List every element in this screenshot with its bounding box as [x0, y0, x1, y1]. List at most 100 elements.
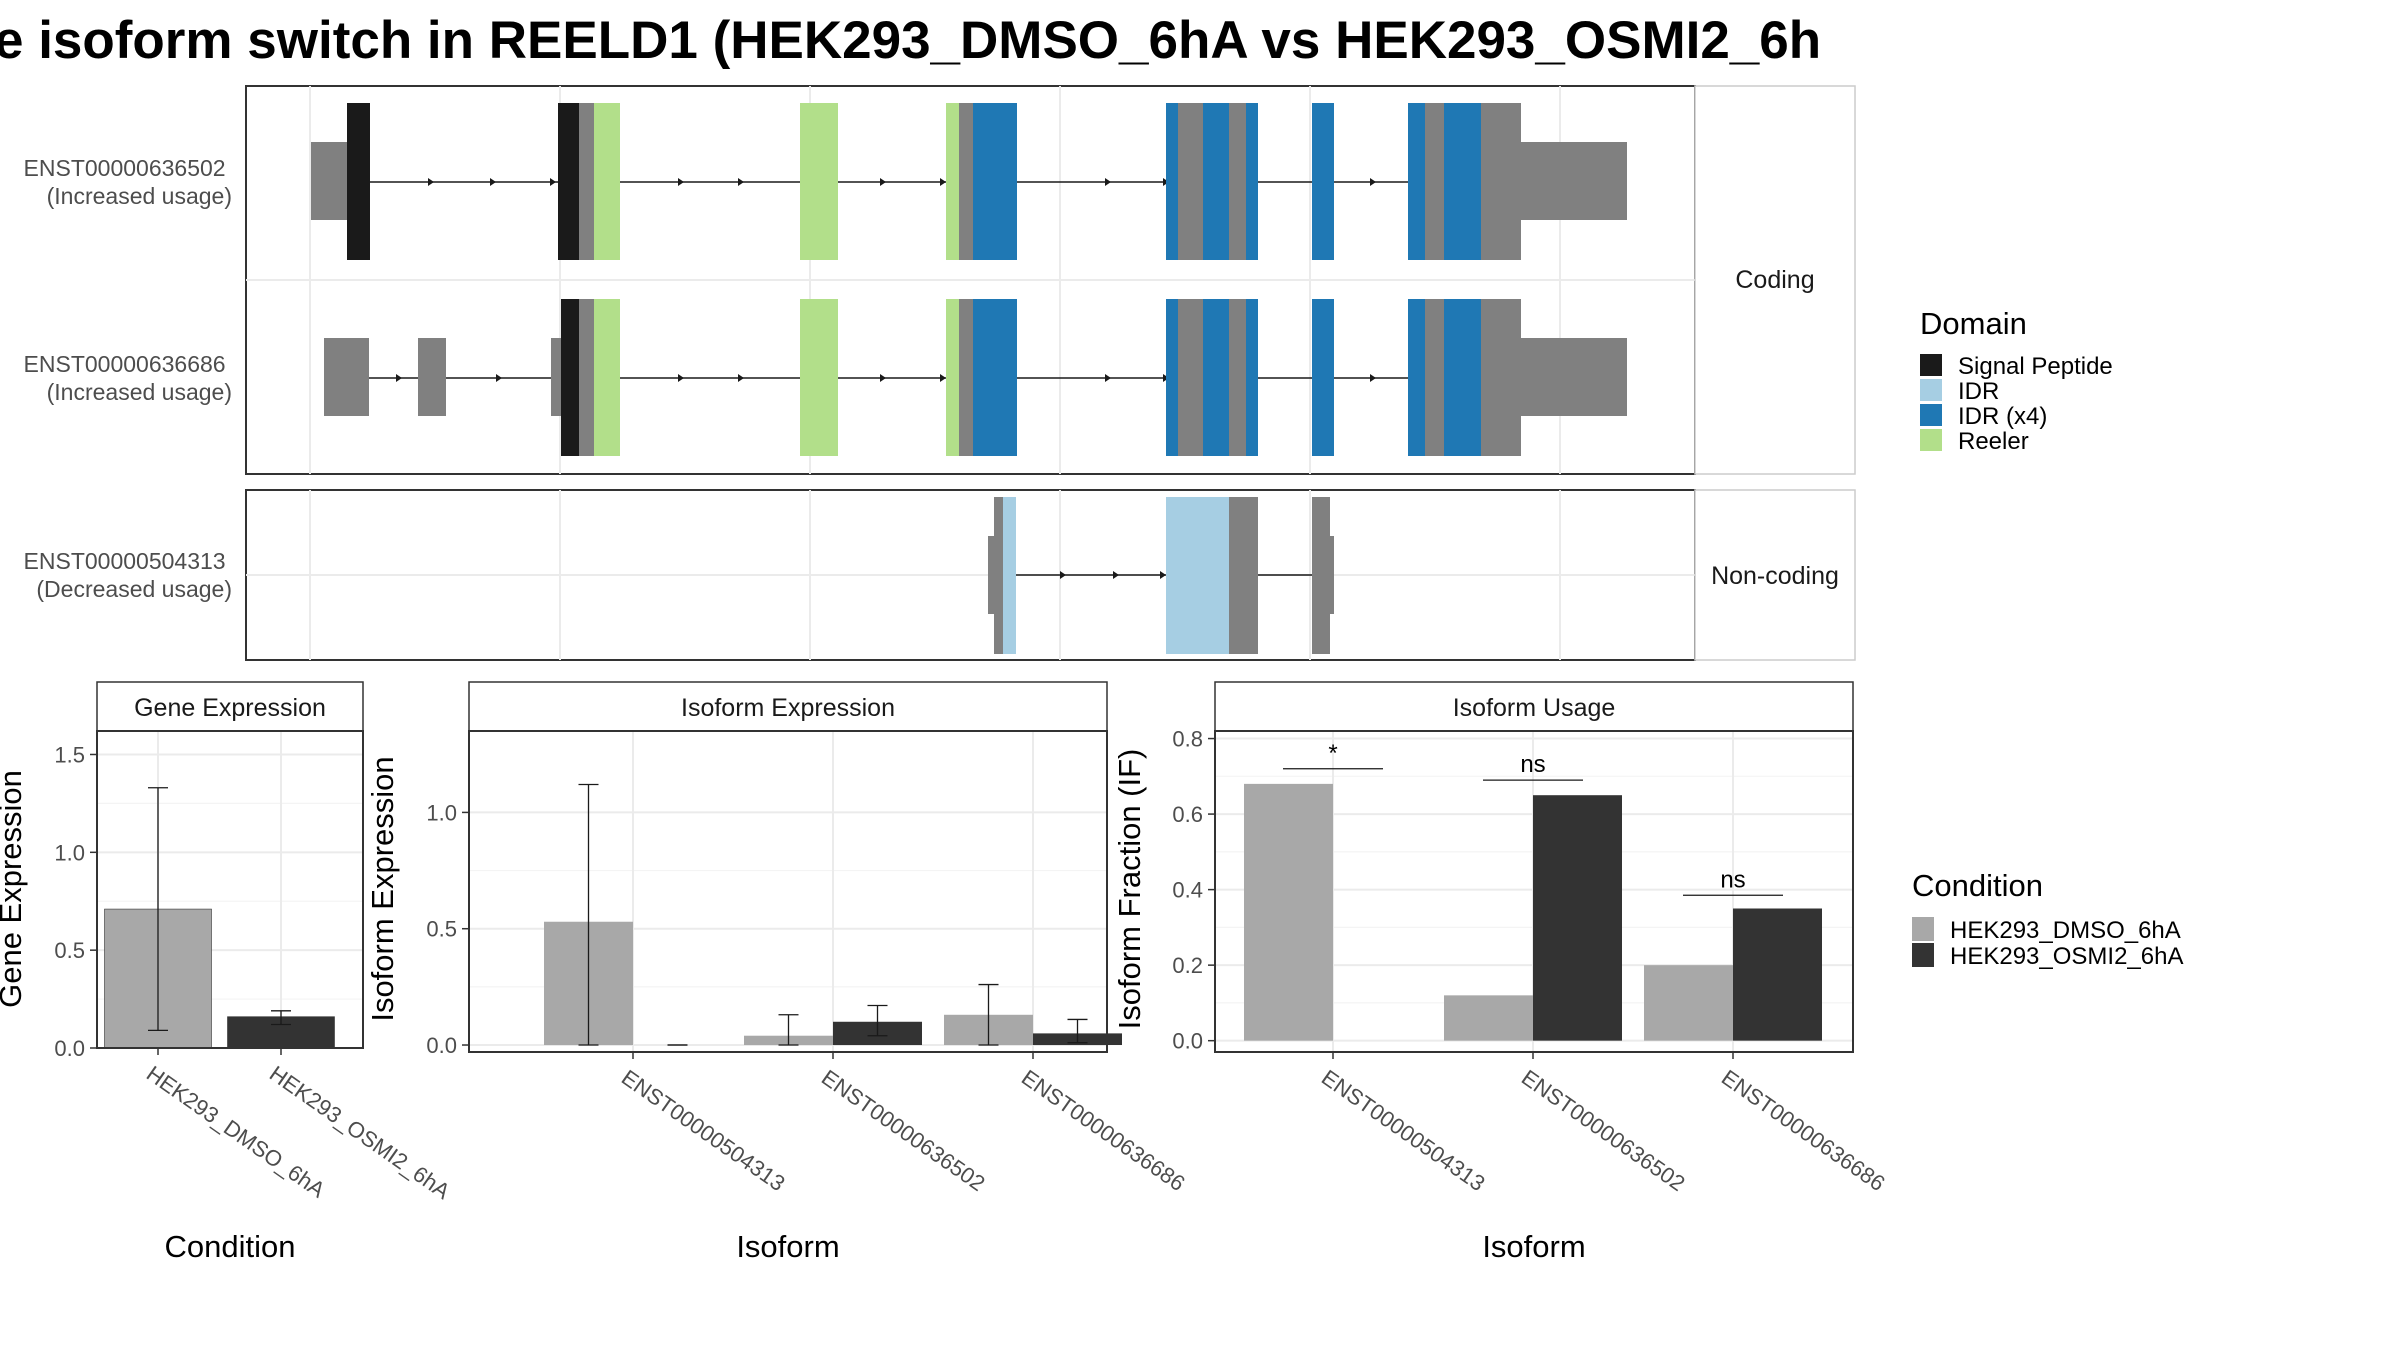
- x-axis-title: Isoform: [736, 1229, 839, 1264]
- reeler-domain: [946, 103, 959, 260]
- y-tick-label: 1.0: [54, 840, 85, 865]
- x-tick-label: ENST00000636686: [1717, 1065, 1890, 1196]
- bar: [1444, 995, 1533, 1041]
- cds-exon: [1425, 103, 1444, 260]
- cds-exon: [1481, 103, 1521, 260]
- legend-key-reeler: [1920, 429, 1942, 451]
- x-tick-label: ENST00000636502: [817, 1065, 990, 1196]
- x-tick-label: ENST00000636686: [1017, 1065, 1190, 1196]
- legend-label-signal-peptide: Signal Peptide: [1958, 353, 2113, 380]
- coding-strip-label: Coding: [1735, 266, 1814, 294]
- legend-label-osmi2: HEK293_OSMI2_6hA: [1950, 943, 2183, 970]
- noncoding-strip-label: Non-coding: [1711, 562, 1839, 590]
- signal-peptide-domain: [347, 103, 370, 260]
- exon: [1330, 536, 1334, 614]
- cds-exon: [1481, 299, 1521, 456]
- cds-exon: [1425, 299, 1444, 456]
- transcript-label-ENST00000504313: ENST00000504313 (Decreased usage): [24, 548, 232, 602]
- panel-border: [468, 730, 1108, 1053]
- idr-x4-domain: [1408, 299, 1425, 456]
- utr-exon: [1521, 338, 1627, 416]
- legend-key-idr: [1920, 379, 1942, 401]
- legend-key-signal-peptide: [1920, 354, 1942, 376]
- y-tick-label: 0.8: [1172, 727, 1203, 752]
- structure-panel-coding: Coding: [24, 85, 1856, 475]
- panel-border: [96, 730, 364, 1049]
- cds-exon: [959, 299, 973, 456]
- y-tick-label: 0.5: [54, 938, 85, 963]
- idr-x4-domain: [1246, 103, 1258, 260]
- transcript-ENST00000636686: [324, 299, 1627, 456]
- cds-exon: [959, 103, 973, 260]
- transcript-ENST00000636502: [311, 103, 1627, 260]
- cds-exon: [1178, 103, 1203, 260]
- signal-peptide-domain: [558, 103, 579, 260]
- bar: [1533, 795, 1622, 1041]
- x-tick-label: ENST00000636502: [1517, 1065, 1690, 1196]
- isoform-expression-chart: Isoform Expression 0.0 0.5 1.0 ENST000005043…: [365, 681, 1190, 1264]
- y-tick-label: 1.0: [426, 800, 457, 825]
- utr-exon: [311, 142, 350, 220]
- x-axis-title: Condition: [165, 1229, 296, 1264]
- reeler-domain: [594, 103, 620, 260]
- intron-arrows: [1060, 571, 1166, 579]
- cds-exon: [579, 103, 594, 260]
- legend-key-osmi2: [1912, 943, 1934, 967]
- panel-strip-label: Isoform Expression: [681, 694, 895, 722]
- idr-x4-domain: [1312, 299, 1334, 456]
- idr-x4-domain: [1203, 299, 1229, 456]
- x-tick-label: ENST00000504313: [617, 1065, 790, 1196]
- panel-border: [1214, 730, 1854, 1053]
- condition-legend-title: Condition: [1912, 868, 2043, 903]
- idr-x4-domain: [1203, 103, 1229, 260]
- condition-legend: Condition HEK293_DMSO_6hA HEK293_OSMI2_6…: [1912, 868, 2183, 970]
- y-tick-label: 0.4: [1172, 878, 1203, 903]
- reeler-domain: [800, 103, 838, 260]
- bar: [1733, 908, 1822, 1041]
- signal-peptide-domain: [561, 299, 579, 456]
- idr-x4-domain: [1312, 103, 1334, 260]
- y-tick-label: 0.5: [426, 917, 457, 942]
- x-tick-label: ENST00000504313: [1317, 1065, 1490, 1196]
- idr-x4-domain: [1408, 103, 1425, 260]
- y-axis-title: Isoform Fraction (IF): [1112, 749, 1147, 1030]
- legend-key-dmso: [1912, 917, 1934, 941]
- noncoding-strip: [1694, 489, 1856, 661]
- structure-panel-noncoding: Non-coding ENST00000504313 (Decreased us…: [24, 489, 1856, 661]
- legend-label-dmso: HEK293_DMSO_6hA: [1950, 917, 2181, 944]
- y-tick-label: 0.2: [1172, 953, 1203, 978]
- cds-exon: [1229, 299, 1246, 456]
- bar: [1244, 783, 1333, 1041]
- transcript-label-ENST00000636686: ENST00000636686 (Increased usage): [24, 351, 232, 405]
- exon: [988, 536, 994, 614]
- reeler-domain: [800, 299, 838, 456]
- panel-strip: [1214, 681, 1854, 732]
- bar: [1644, 965, 1733, 1041]
- transcript-ENST00000504313: [988, 497, 1334, 654]
- cds-exon: [1229, 103, 1246, 260]
- idr-domain: [1166, 497, 1229, 654]
- x-axis-title: Isoform: [1482, 1229, 1585, 1264]
- legend-label-idr-x4: IDR (x4): [1958, 403, 2047, 430]
- y-tick-label: 0.6: [1172, 802, 1203, 827]
- significance-label: ns: [1520, 751, 1545, 778]
- figure-title: e isoform switch in REELD1 (HEK293_DMSO_…: [0, 11, 1821, 70]
- intron-arrows: [428, 178, 1376, 186]
- legend-label-idr: IDR: [1958, 378, 1999, 405]
- domain-legend: Domain Signal Peptide IDR IDR (x4) Reele…: [1920, 306, 2113, 455]
- domain-legend-title: Domain: [1920, 306, 2027, 341]
- cds-exon: [579, 299, 594, 456]
- coding-strip: [1694, 85, 1856, 475]
- significance-label: ns: [1720, 866, 1745, 893]
- utr-exon: [551, 338, 561, 416]
- exon: [994, 497, 1003, 654]
- reeler-domain: [946, 299, 959, 456]
- cds-exon: [1178, 299, 1203, 456]
- y-axis-title: Isoform Expression: [365, 756, 400, 1021]
- idr-x4-domain: [973, 299, 1017, 456]
- panel-strip-label: Isoform Usage: [1453, 694, 1616, 722]
- utr-exon: [1521, 142, 1627, 220]
- utr-exon: [324, 338, 369, 416]
- intron-arrows: [396, 374, 1376, 382]
